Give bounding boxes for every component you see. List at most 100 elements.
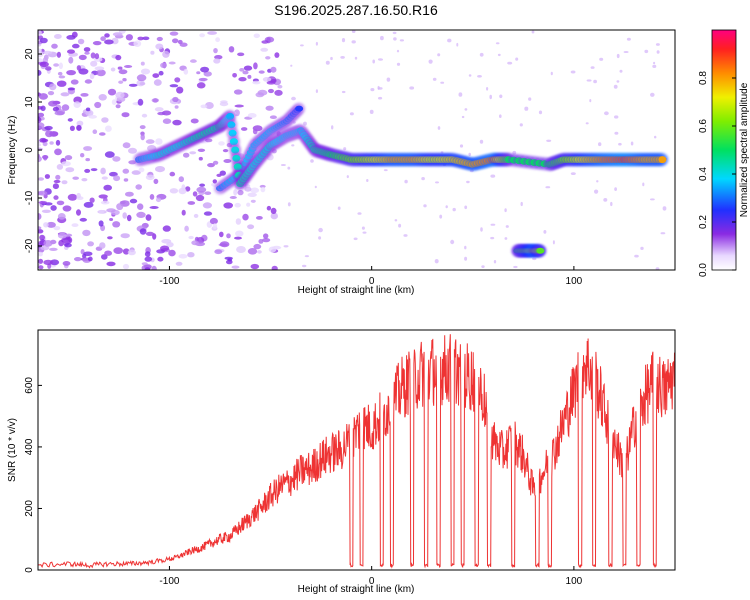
noise-speckle xyxy=(109,218,114,221)
blip-point xyxy=(536,247,545,254)
noise-speckle xyxy=(172,38,179,44)
noise-speckle xyxy=(192,191,198,197)
snr-x-tick-label: 0 xyxy=(369,576,375,587)
noise-speckle xyxy=(247,248,258,255)
noise-speckle xyxy=(361,226,365,230)
noise-speckle xyxy=(586,79,592,82)
snr-y-label: SNR (10 * v/v) xyxy=(7,418,18,482)
noise-speckle xyxy=(107,88,117,96)
noise-speckle xyxy=(53,195,59,200)
noise-speckle xyxy=(604,111,609,116)
noise-speckle xyxy=(481,265,485,268)
noise-speckle xyxy=(271,265,278,270)
noise-speckle xyxy=(117,66,123,70)
spec-x-tick-label: 0 xyxy=(369,276,375,287)
noise-speckle xyxy=(505,225,509,228)
noise-speckle xyxy=(291,144,295,147)
noise-speckle xyxy=(87,241,94,247)
noise-speckle xyxy=(107,236,113,240)
noise-speckle xyxy=(386,77,391,82)
spec-y-tick-label: -20 xyxy=(24,238,35,253)
spec-y-tick-label: 0 xyxy=(24,147,35,153)
noise-speckle xyxy=(90,168,98,172)
noise-speckle xyxy=(49,141,54,145)
noise-speckle xyxy=(123,178,129,182)
main-ridge-point xyxy=(658,156,667,164)
noise-speckle xyxy=(619,69,623,73)
spectrogram-x-axis: -100 0 100 xyxy=(159,266,583,287)
snr-x-axis: -100 0 100 xyxy=(159,566,583,587)
noise-speckle xyxy=(81,178,88,182)
noise-speckle xyxy=(614,187,617,192)
noise-speckle xyxy=(92,129,98,134)
noise-speckle xyxy=(239,68,245,72)
noise-speckle xyxy=(190,59,197,63)
noise-speckle xyxy=(64,243,72,248)
noise-speckle xyxy=(77,38,85,45)
noise-speckle xyxy=(223,202,233,209)
noise-speckle xyxy=(136,211,146,218)
noise-speckle xyxy=(67,49,75,54)
noise-speckle xyxy=(122,263,130,270)
noise-speckle xyxy=(174,105,179,109)
noise-speckle xyxy=(468,152,472,157)
noise-speckle xyxy=(50,205,57,211)
noise-speckle xyxy=(459,144,464,148)
noise-speckle xyxy=(38,258,44,264)
noise-speckle xyxy=(100,200,110,205)
noise-speckle xyxy=(512,150,517,155)
noise-speckle xyxy=(262,238,271,243)
noise-speckle xyxy=(300,44,304,47)
noise-speckle xyxy=(209,217,218,225)
noise-speckle xyxy=(247,74,252,79)
noise-speckle xyxy=(57,213,66,220)
noise-speckle xyxy=(265,105,274,111)
noise-speckle xyxy=(318,227,323,233)
noise-speckle xyxy=(96,69,106,77)
noise-speckle xyxy=(260,47,269,52)
noise-speckle xyxy=(43,240,53,247)
snr-x-tick-label: -100 xyxy=(159,576,179,587)
noise-speckle xyxy=(497,53,501,57)
noise-speckle xyxy=(235,230,244,237)
noise-speckle xyxy=(283,245,289,248)
noise-speckle xyxy=(445,205,448,209)
noise-speckle xyxy=(253,243,262,250)
colorbar-tick-label: 0.2 xyxy=(698,215,709,229)
noise-speckle xyxy=(155,43,164,50)
noise-speckle xyxy=(259,184,266,188)
noise-speckle xyxy=(104,39,114,45)
snr-y-tick-label: 200 xyxy=(24,500,35,517)
noise-speckle xyxy=(115,91,125,99)
noise-speckle xyxy=(421,177,425,181)
noise-speckle xyxy=(447,38,452,43)
noise-speckle xyxy=(244,186,252,192)
noise-speckle xyxy=(215,37,221,43)
snr-panel: -100 0 100 0 200 400 600 Height of straight l… xyxy=(7,329,676,595)
noise-speckle xyxy=(314,185,317,189)
noise-speckle xyxy=(218,141,225,146)
noise-speckle xyxy=(128,147,137,154)
noise-speckle xyxy=(196,82,206,89)
noise-speckle xyxy=(274,52,280,58)
noise-speckle xyxy=(383,169,388,172)
noise-speckle xyxy=(237,189,244,196)
noise-speckle xyxy=(634,254,639,258)
noise-speckle xyxy=(174,77,181,83)
noise-speckle xyxy=(369,109,374,114)
noise-speckle xyxy=(353,237,358,241)
noise-speckle xyxy=(145,139,155,144)
noise-speckle xyxy=(187,252,195,258)
noise-speckle xyxy=(169,31,179,36)
noise-speckle xyxy=(233,89,243,95)
noise-speckle xyxy=(507,61,513,65)
noise-speckle xyxy=(61,161,71,167)
noise-speckle xyxy=(71,31,78,38)
noise-speckle xyxy=(513,265,518,269)
noise-speckle xyxy=(550,71,553,76)
snr-x-tick-label: 100 xyxy=(566,576,583,587)
noise-speckle xyxy=(74,257,82,262)
noise-speckle xyxy=(490,223,496,226)
colorbar: 0.0 0.2 0.4 0.6 0.8 Normalized spectral ampl… xyxy=(698,29,750,277)
noise-speckle xyxy=(196,186,207,193)
